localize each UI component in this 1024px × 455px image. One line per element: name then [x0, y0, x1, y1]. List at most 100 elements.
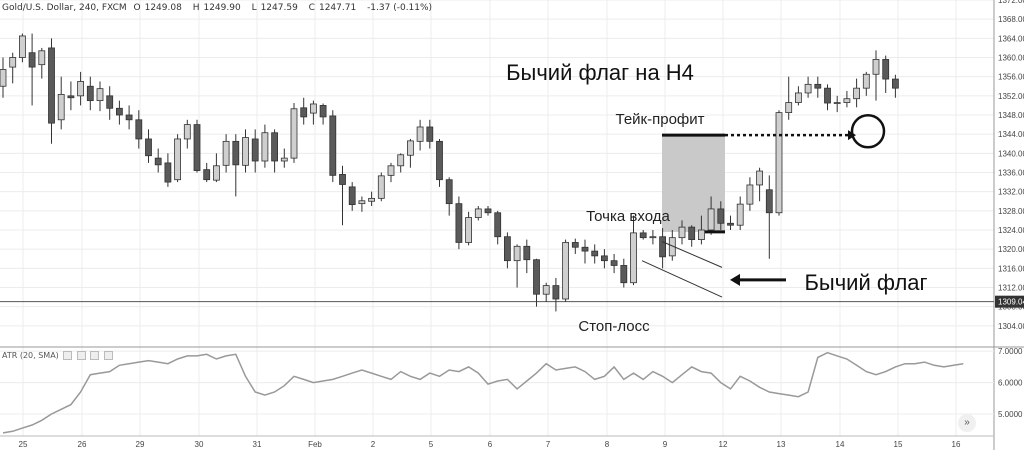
candle[interactable] [678, 226, 686, 239]
candle[interactable] [28, 52, 36, 68]
candle[interactable] [746, 184, 754, 205]
candle[interactable] [533, 259, 540, 295]
candle[interactable] [581, 246, 589, 252]
candle[interactable] [872, 59, 880, 75]
candle[interactable] [542, 285, 550, 295]
candle[interactable] [38, 50, 46, 66]
candle[interactable] [135, 119, 143, 140]
candle[interactable] [300, 107, 308, 118]
candle[interactable] [232, 140, 240, 166]
settings-icon[interactable] [76, 351, 86, 360]
open-value: 1249.08 [144, 3, 182, 13]
candle[interactable] [833, 102, 841, 104]
candle[interactable] [125, 114, 133, 121]
candle[interactable] [116, 107, 123, 116]
candle[interactable] [882, 59, 890, 80]
candle[interactable] [630, 232, 637, 284]
candle[interactable] [348, 186, 356, 206]
candle[interactable] [9, 57, 17, 68]
candle[interactable] [707, 208, 715, 231]
candle[interactable] [756, 170, 763, 186]
candle[interactable] [377, 175, 385, 199]
candle[interactable] [57, 93, 65, 121]
candle[interactable] [843, 98, 851, 103]
candle[interactable] [601, 255, 608, 262]
candle[interactable] [474, 208, 482, 218]
candle[interactable] [406, 140, 414, 156]
candle[interactable] [455, 203, 463, 243]
candle[interactable] [174, 138, 182, 181]
candle[interactable] [804, 83, 812, 94]
candle[interactable] [222, 140, 230, 166]
candle[interactable] [562, 242, 569, 300]
candle[interactable] [765, 189, 773, 214]
candle[interactable] [280, 157, 288, 162]
candle[interactable] [426, 126, 434, 142]
candle[interactable] [445, 179, 453, 205]
candle[interactable] [145, 138, 152, 157]
eye-icon[interactable] [63, 351, 73, 360]
candle[interactable] [814, 83, 822, 89]
candle[interactable] [698, 229, 705, 240]
candle[interactable] [892, 78, 899, 89]
candle[interactable] [513, 245, 521, 262]
scroll-to-realtime-button[interactable]: » [958, 414, 976, 432]
candle[interactable] [309, 103, 317, 114]
candle[interactable] [164, 162, 172, 183]
candle[interactable] [465, 217, 473, 243]
candle[interactable] [775, 112, 783, 214]
candle[interactable] [319, 105, 327, 118]
candle[interactable] [48, 47, 55, 124]
candle[interactable] [193, 124, 201, 171]
candle[interactable] [271, 132, 279, 162]
candle[interactable] [620, 265, 628, 284]
candle[interactable] [242, 137, 249, 166]
candle[interactable] [67, 95, 75, 99]
candle[interactable] [862, 73, 870, 89]
candle[interactable] [183, 124, 191, 140]
candle[interactable] [853, 87, 860, 100]
candle[interactable] [358, 200, 366, 205]
candle[interactable] [251, 138, 259, 162]
candle[interactable] [397, 154, 405, 167]
candle[interactable] [785, 102, 793, 114]
candle[interactable] [77, 81, 84, 97]
candle[interactable] [639, 232, 647, 239]
candle[interactable] [591, 250, 599, 257]
candle[interactable] [736, 203, 744, 226]
candle[interactable] [387, 165, 395, 176]
candle[interactable] [610, 260, 618, 266]
candle[interactable] [494, 212, 502, 238]
candle[interactable] [649, 236, 657, 239]
candle[interactable] [368, 197, 376, 202]
candle[interactable] [203, 169, 211, 181]
more-icon[interactable] [104, 351, 113, 360]
candle[interactable] [795, 92, 802, 103]
candle[interactable] [659, 236, 666, 258]
candle[interactable] [552, 285, 560, 300]
candle[interactable] [339, 174, 346, 185]
candle[interactable] [106, 95, 114, 109]
close-icon[interactable] [90, 351, 100, 360]
candle[interactable] [688, 226, 696, 240]
candle[interactable] [824, 87, 831, 104]
candle[interactable] [154, 157, 162, 166]
candle[interactable] [329, 115, 337, 176]
candle[interactable] [523, 245, 531, 261]
candle[interactable] [212, 165, 220, 181]
candle[interactable] [0, 69, 7, 87]
candle[interactable] [86, 85, 94, 102]
candle[interactable] [484, 208, 492, 214]
candle[interactable] [727, 222, 734, 226]
candle[interactable] [290, 108, 298, 159]
candle[interactable] [436, 140, 443, 181]
candle[interactable] [96, 88, 104, 102]
candle[interactable] [261, 132, 269, 162]
candle[interactable] [503, 236, 511, 262]
candle[interactable] [18, 35, 26, 58]
candle[interactable] [571, 242, 579, 248]
candle[interactable] [416, 126, 424, 142]
candle[interactable] [717, 208, 725, 224]
